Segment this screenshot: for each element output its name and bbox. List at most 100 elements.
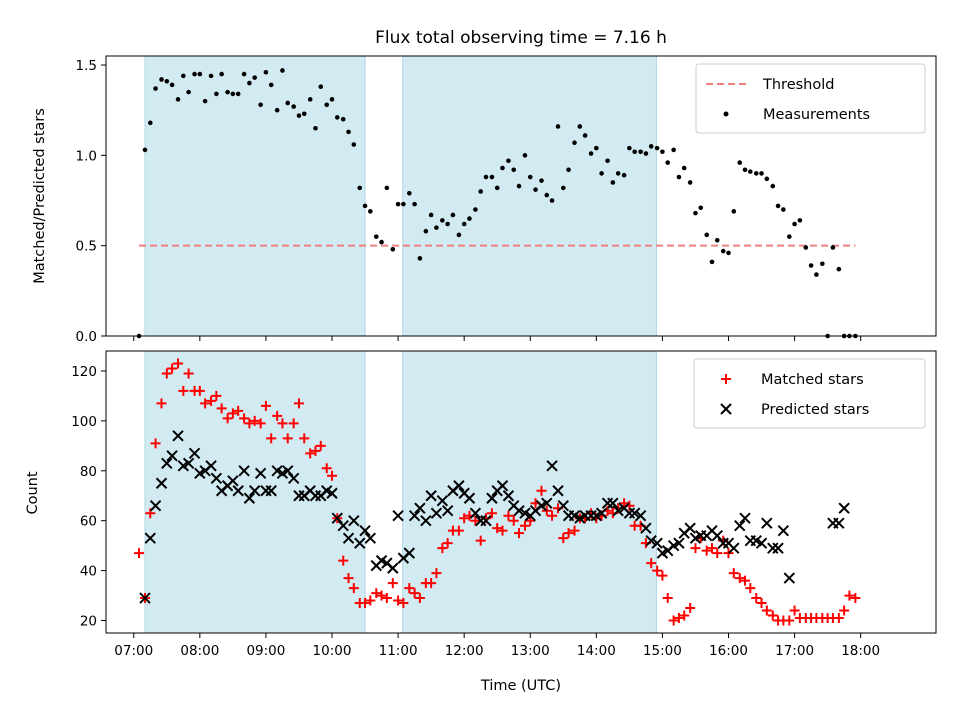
matched-star-point <box>343 573 354 584</box>
predicted-star-point <box>755 537 768 549</box>
matched-star-point <box>850 593 861 604</box>
measurement-point <box>417 256 423 261</box>
measurement-point <box>351 142 357 147</box>
measurement-point <box>395 201 401 207</box>
measurement-point <box>775 203 781 209</box>
bottom-plot-frame <box>105 350 937 634</box>
predicted-star-point <box>414 502 426 514</box>
predicted-star-point <box>331 512 343 524</box>
measurement-point <box>483 174 489 180</box>
measurement-point <box>555 124 561 129</box>
measurements-legend-label: Measurements <box>763 107 870 123</box>
predicted-star-point <box>486 492 498 504</box>
matched-star-point <box>260 400 271 411</box>
matched-star-point <box>310 445 321 456</box>
measurement-point <box>340 116 346 122</box>
predicted-star-point <box>248 485 261 497</box>
matched-star-point <box>206 395 217 406</box>
matched-star-point <box>173 358 184 369</box>
measurement-point <box>681 165 687 171</box>
predicted-star-point <box>612 505 624 517</box>
matched-star-point <box>486 508 497 519</box>
measurement-point <box>219 71 224 77</box>
x-tick-label: 13:00 <box>511 643 550 659</box>
measurement-point <box>142 147 148 153</box>
top-y-ticks: 0.0 0.5 1.0 1.5 <box>76 58 106 345</box>
y-tick-label: 120 <box>71 364 97 380</box>
measurement-point <box>786 234 792 239</box>
bottom-y-axis-label: Count <box>25 471 41 514</box>
measurement-point <box>560 185 566 191</box>
bottom-shaded-intervals <box>144 351 657 633</box>
measurement-point <box>820 261 825 267</box>
matched-star-point <box>360 598 371 609</box>
matched-star-point <box>222 413 233 424</box>
measurement-point <box>313 125 318 131</box>
predicted-star-point <box>205 460 217 472</box>
matched-star-point <box>272 410 283 421</box>
x-tick-label: 14:00 <box>577 643 616 659</box>
matched-star-point <box>327 470 338 481</box>
measurement-point <box>407 190 412 196</box>
measurement-point <box>577 124 583 129</box>
matched-star-point <box>833 613 844 624</box>
matched-star-point <box>728 568 739 579</box>
predicted-star-point <box>166 450 178 462</box>
measurement-point <box>434 225 439 230</box>
x-tick-label: 11:00 <box>379 643 418 659</box>
measurement-point <box>379 239 384 245</box>
predicted-star-point <box>342 532 355 544</box>
measurement-point <box>373 234 379 239</box>
matched-star-point <box>652 565 663 576</box>
measurement-point <box>169 82 175 88</box>
predicted-star-point <box>155 477 168 489</box>
matched-star-point <box>431 568 442 579</box>
matched-star-point <box>503 510 514 521</box>
predicted-star-point <box>739 512 751 524</box>
matched-star-point <box>200 398 211 409</box>
matched-star-point <box>767 610 778 621</box>
measurement-point <box>594 145 599 151</box>
predicted-star-point <box>673 537 685 549</box>
matched-star-point <box>569 525 580 536</box>
top-legend-frame <box>695 63 926 134</box>
y-tick-label: 0.5 <box>76 239 97 255</box>
matched-star-point <box>734 573 745 584</box>
matched-star-point <box>227 408 238 419</box>
measurement-point <box>301 111 307 117</box>
predicted-star-point <box>634 510 647 522</box>
predicted-star-point <box>254 467 267 479</box>
matched-star-point <box>657 570 668 581</box>
shaded-interval-1 <box>402 56 657 336</box>
matched-star-point <box>712 548 723 559</box>
predicted-star-point <box>552 485 564 497</box>
measurement-point <box>329 97 335 102</box>
measurement-points <box>136 68 858 339</box>
measurement-point <box>527 174 533 180</box>
predicted-star-point <box>182 457 195 470</box>
measurement-point <box>638 149 643 155</box>
top-x-ticks <box>133 336 862 341</box>
matched-star-point <box>194 385 205 396</box>
measurement-point <box>726 250 731 256</box>
predicted-star-point <box>513 505 525 517</box>
predicted-star-point <box>282 465 294 477</box>
matched-star-point <box>706 543 717 554</box>
measurement-point <box>709 259 715 265</box>
measurement-point <box>511 167 517 173</box>
top-y-axis-label: Matched/Predicted stars <box>32 108 48 284</box>
predicted-star-point <box>430 507 443 519</box>
measurement-point <box>615 171 621 176</box>
predicted-star-point <box>238 465 250 477</box>
measurement-point <box>362 203 368 209</box>
measurement-point <box>605 158 610 164</box>
predicted-star-point <box>734 519 746 532</box>
x-tick-label: 16:00 <box>709 643 748 659</box>
measurement-point <box>181 73 186 79</box>
matched-star-point <box>211 390 222 401</box>
predicted-star-point <box>326 487 338 499</box>
measurement-point <box>274 107 280 113</box>
predicted-star-point <box>232 485 244 497</box>
measurement-point <box>225 89 230 95</box>
matched-star-point <box>376 590 387 601</box>
